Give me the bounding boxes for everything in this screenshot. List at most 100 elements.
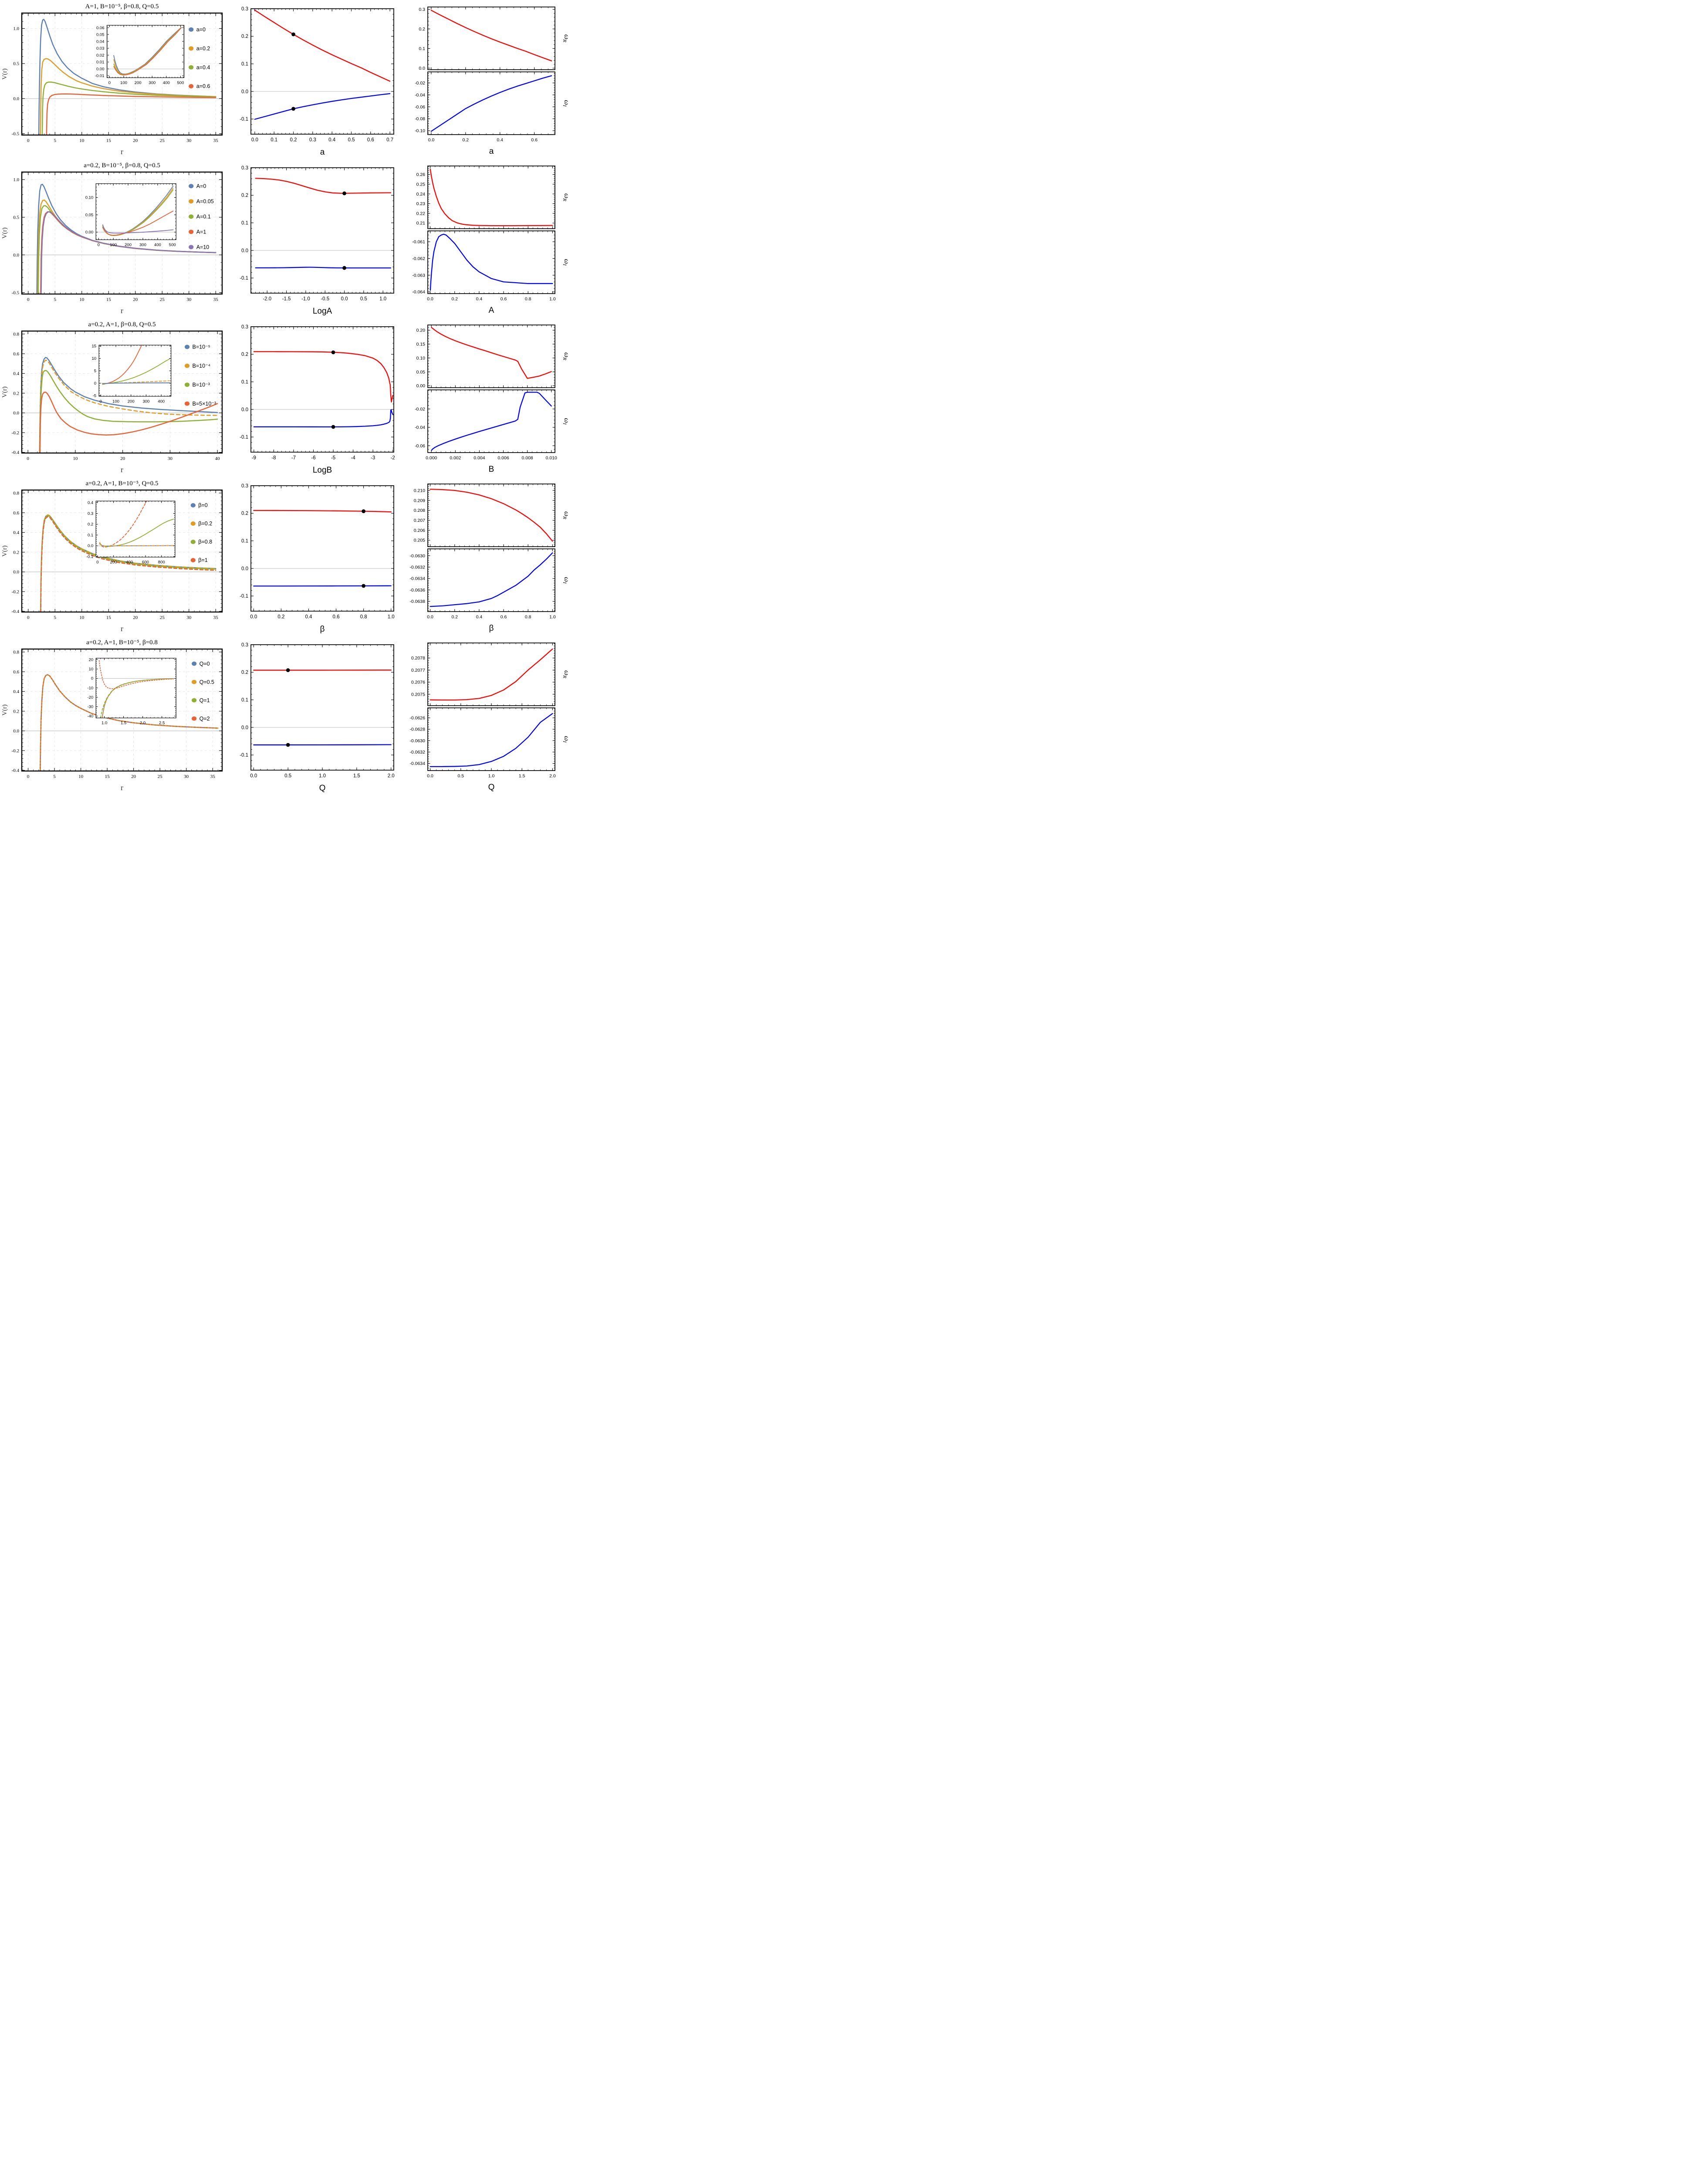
svg-text:20: 20 [133,615,138,620]
svg-text:0.0: 0.0 [13,96,19,101]
svg-text:500: 500 [169,243,176,247]
svg-text:-0.1: -0.1 [240,276,248,281]
chart-svg-p-r2-omega-split: 0.21 0.22 0.23 0.24 0.25 0.26 ωR 0.0 0.2 0.4 0.6 0.… [412,166,569,315]
svg-text:-8: -8 [271,456,276,461]
svg-text:0.006: 0.006 [497,456,509,461]
svg-text:1.0: 1.0 [13,177,19,183]
svg-text:V(r): V(r) [1,68,8,80]
svg-text:10: 10 [79,615,85,620]
svg-text:B=10⁻³: B=10⁻³ [193,382,210,388]
svg-text:0.1: 0.1 [241,380,248,385]
svg-text:-0.0628: -0.0628 [409,727,425,732]
svg-text:300: 300 [139,243,146,247]
svg-text:-1.5: -1.5 [282,297,291,302]
chart-svg-p-r4-potential: 0 5 10 15 20 25 30 35 -0.4 -0.2 0.0 0.2 0.4 0.6 0.8 0 20… [1,480,223,633]
svg-text:25: 25 [160,615,165,620]
svg-text:0.2: 0.2 [290,138,297,143]
svg-text:0.2: 0.2 [463,138,469,143]
svg-text:10: 10 [79,138,85,143]
svg-text:r: r [121,783,123,792]
svg-text:0.209: 0.209 [414,498,425,503]
svg-text:100: 100 [112,399,119,404]
svg-text:-0.5: -0.5 [12,132,20,137]
svg-text:15: 15 [106,138,112,143]
svg-text:ωR: ωR [562,352,569,360]
svg-text:30: 30 [186,615,192,620]
svg-text:0: 0 [27,297,30,302]
svg-text:0.008: 0.008 [522,456,533,461]
svg-text:0.05: 0.05 [416,369,426,375]
svg-text:0.6: 0.6 [501,297,507,302]
svg-text:a=0.4: a=0.4 [196,64,210,71]
svg-text:a: a [489,147,494,156]
svg-text:-30: -30 [87,705,93,710]
svg-text:-0.0630: -0.0630 [409,738,425,744]
svg-text:V(r): V(r) [1,227,8,239]
svg-text:0.8: 0.8 [13,491,19,496]
svg-text:0.2: 0.2 [88,522,93,527]
svg-text:0: 0 [94,381,96,386]
svg-text:0.0: 0.0 [241,407,248,413]
svg-text:-5: -5 [93,393,96,398]
svg-text:r: r [121,465,123,474]
svg-text:5: 5 [94,369,96,374]
svg-text:0.2078: 0.2078 [411,656,425,661]
svg-text:ωI: ωI [562,259,569,266]
svg-text:A=0.05: A=0.05 [196,198,214,204]
svg-text:15: 15 [106,615,112,620]
svg-text:0.0: 0.0 [241,566,248,572]
svg-text:Q=1: Q=1 [200,697,210,703]
svg-text:0.1: 0.1 [271,138,277,143]
svg-text:0.2: 0.2 [241,352,248,357]
chart-svg-p-r5-omega-vs-Q: 0.0 0.5 1.0 1.5 2.0 -0.1 0.0 0.1 0.2 0.3 Q [240,643,395,793]
svg-text:A=0.1: A=0.1 [196,213,211,220]
svg-text:0: 0 [27,456,29,461]
svg-text:0.00: 0.00 [416,383,426,389]
svg-text:0.2075: 0.2075 [411,692,425,697]
chart-svg-p-r4-omega-vs-beta: 0.0 0.2 0.4 0.6 0.8 1.0 -0.1 0.0 0.1 0.2 0.3 β [240,484,395,634]
svg-text:0.6: 0.6 [531,138,538,143]
panel-r1-omega-vs-a: 0.0 0.1 0.2 0.3 0.4 0.5 0.6 0.7 -0.1 0.0 0.1 0.2 0.3… [227,0,401,159]
svg-text:0.24: 0.24 [416,192,426,197]
svg-text:400: 400 [163,81,170,85]
svg-text:0.03: 0.03 [96,46,105,51]
svg-text:0.0: 0.0 [428,138,435,143]
panel-r5-potential: 0 5 10 15 20 25 30 35 -0.4 -0.2 0.0 0.2 0.4 0.6 0.8 1.0… [0,636,227,795]
svg-text:-20: -20 [87,695,93,700]
svg-text:400: 400 [154,243,161,247]
svg-text:-0.1: -0.1 [240,594,248,599]
svg-text:0.8: 0.8 [13,650,19,655]
svg-text:0.004: 0.004 [474,456,485,461]
svg-text:0: 0 [96,560,98,565]
svg-text:a=0.2, A=1, β=0.8, Q=0.5: a=0.2, A=1, β=0.8, Q=0.5 [88,321,156,328]
svg-text:0: 0 [91,676,93,681]
svg-text:25: 25 [160,297,165,302]
svg-text:0.0: 0.0 [341,297,348,302]
svg-text:0.05: 0.05 [85,213,94,217]
svg-text:100: 100 [110,243,117,247]
svg-text:0.5: 0.5 [284,774,291,779]
svg-text:0.1: 0.1 [419,46,425,51]
svg-text:B=5×10⁻³: B=5×10⁻³ [193,401,216,407]
svg-text:35: 35 [210,774,216,779]
svg-text:0: 0 [27,138,30,143]
svg-text:800: 800 [158,560,165,565]
svg-text:0: 0 [27,774,30,779]
chart-svg-p-r5-omega-split: 0.2075 0.2076 0.2077 0.2078 ωR 0.0 0.5 1.0 1.5 2.… [409,643,569,792]
svg-text:1.0: 1.0 [549,615,556,620]
svg-text:β=0.8: β=0.8 [198,539,212,545]
svg-text:-0.064: -0.064 [412,290,425,295]
svg-text:0.5: 0.5 [13,61,19,67]
svg-text:A=10: A=10 [196,244,210,250]
svg-text:r: r [121,624,123,633]
svg-text:V(r): V(r) [1,704,8,716]
svg-text:r: r [121,306,123,315]
svg-text:0.1: 0.1 [241,221,248,226]
svg-text:0.1: 0.1 [241,539,248,544]
svg-text:1.0: 1.0 [388,615,395,620]
svg-text:0.205: 0.205 [414,538,425,543]
svg-text:0.2: 0.2 [13,391,19,396]
svg-text:-0.5: -0.5 [321,297,329,302]
svg-text:Q: Q [319,784,326,793]
svg-text:Q=2: Q=2 [200,716,210,722]
